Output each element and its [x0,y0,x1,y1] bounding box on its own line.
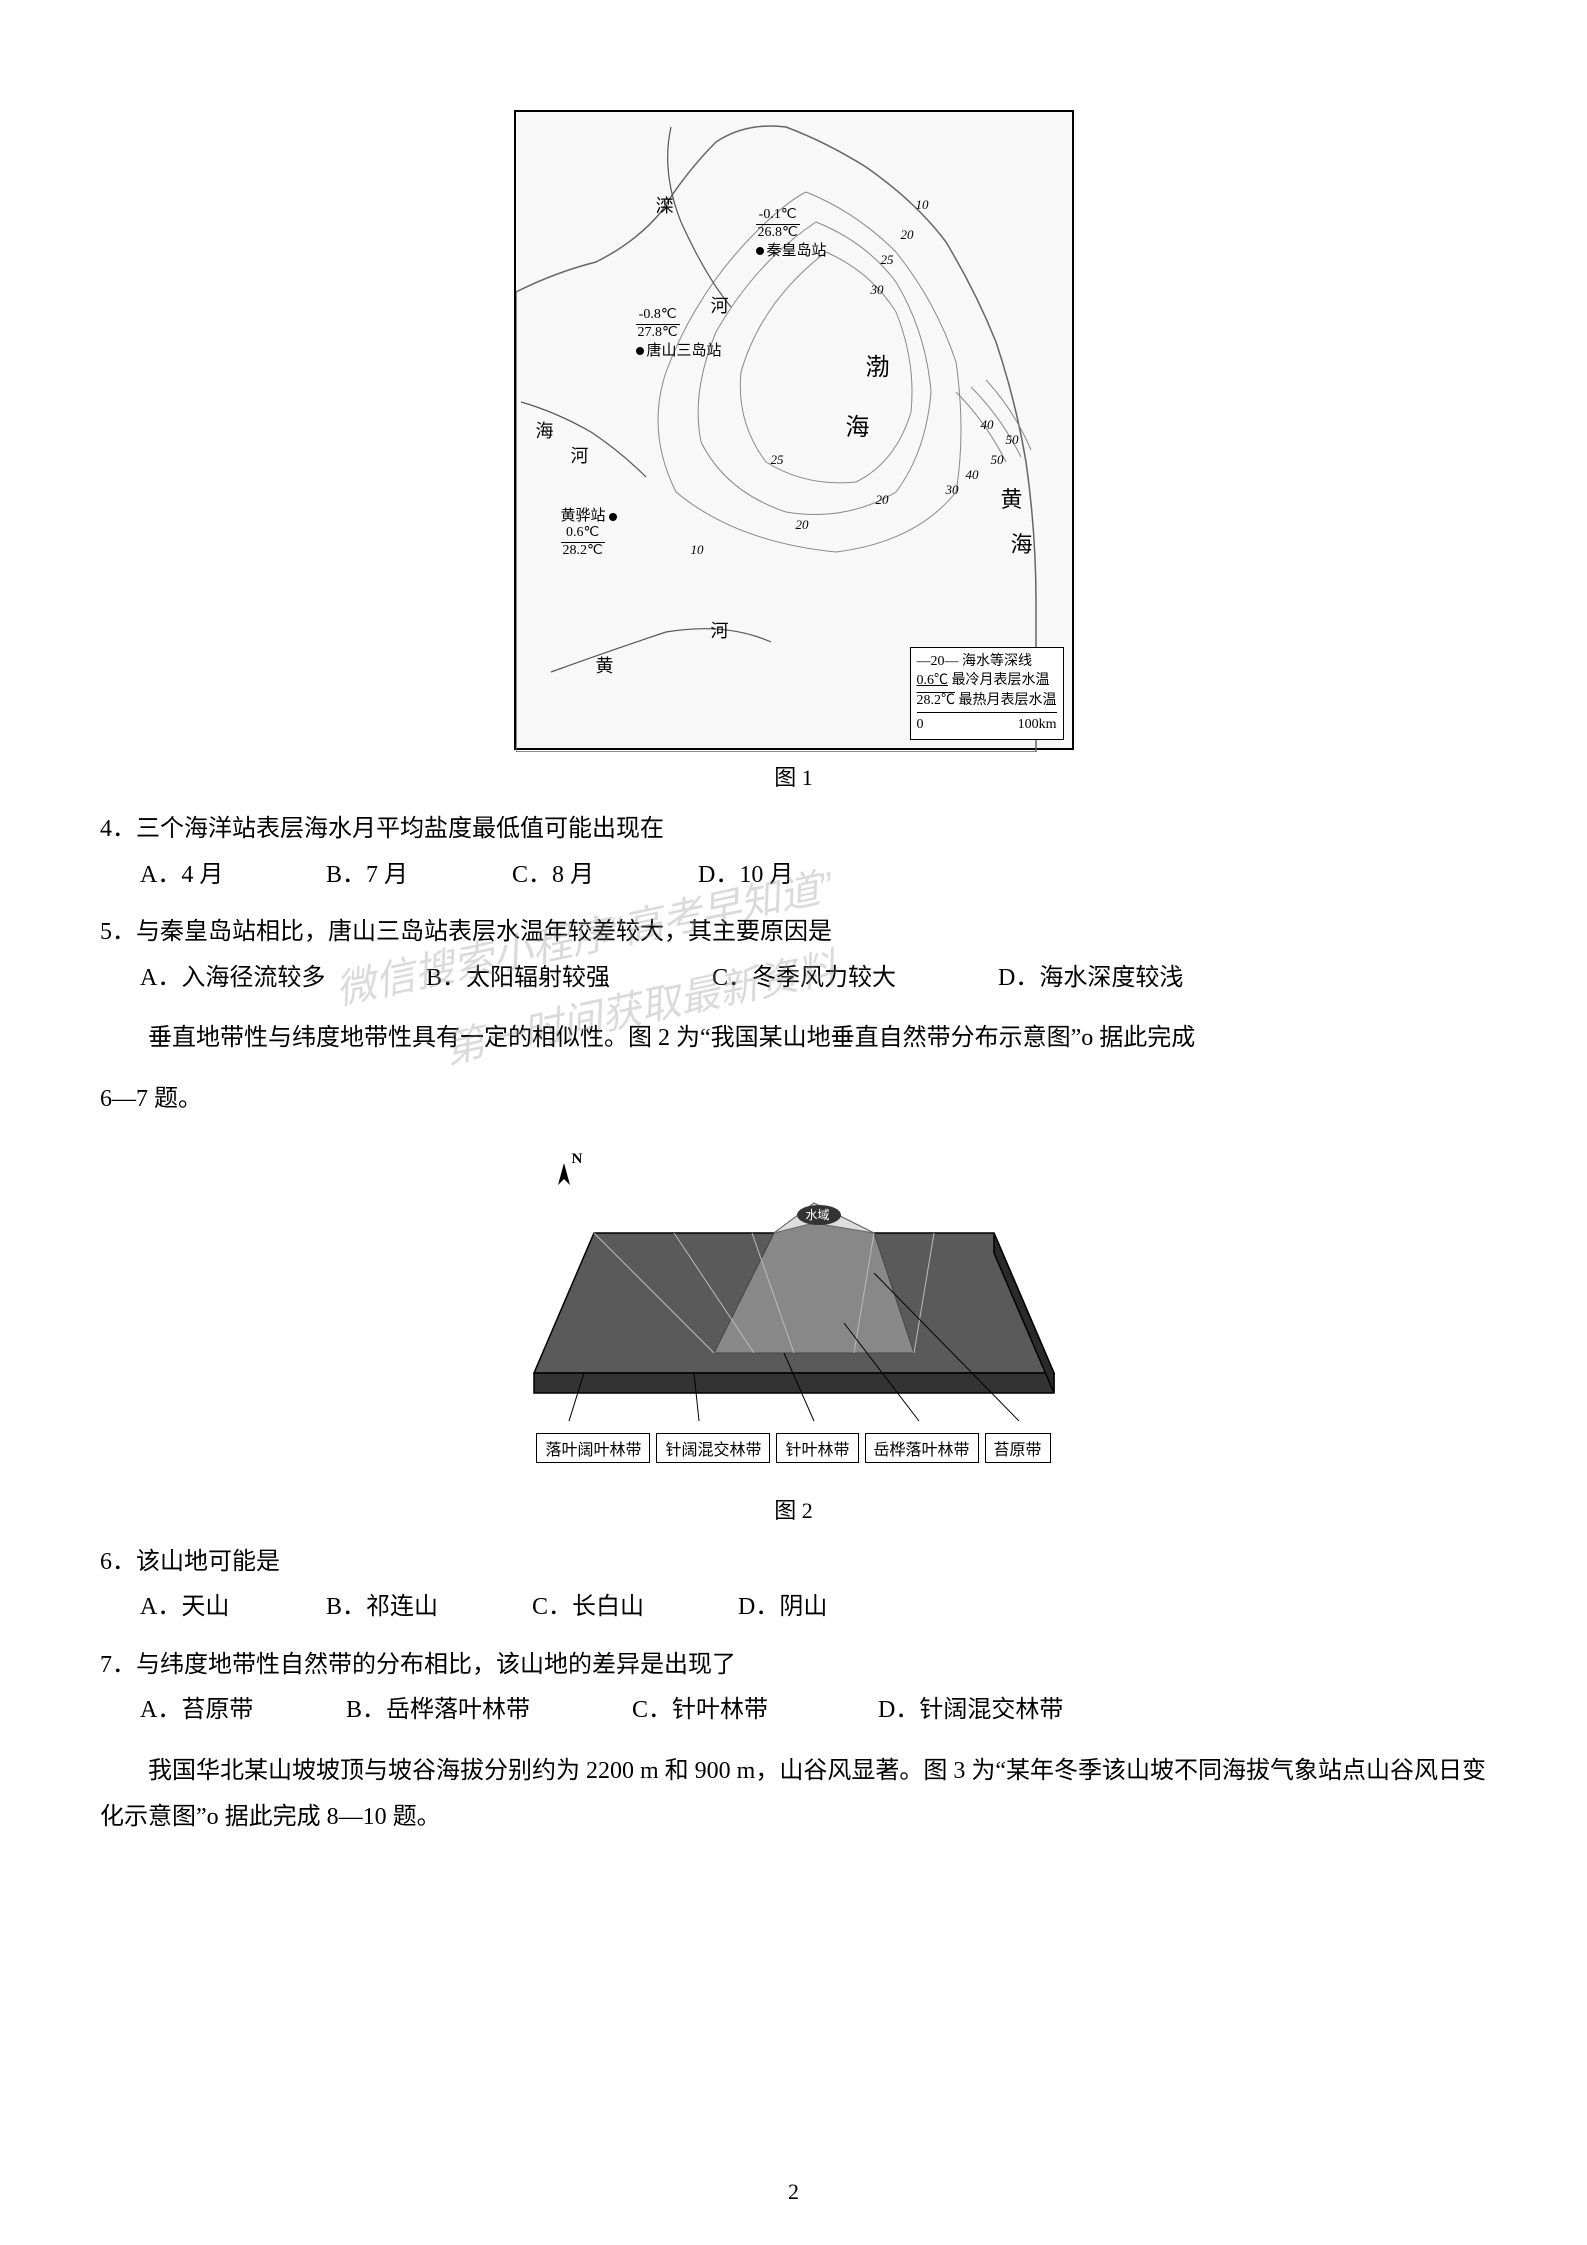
depth-label: 50 [1006,432,1019,448]
option-d: D．针阔混交林带 [878,1688,1138,1734]
option-a: A．苔原带 [140,1688,340,1734]
passage-3: 我国华北某山坡坡顶与坡谷海拔分别约为 2200 m 和 900 m，山谷风显著。… [100,1749,1487,1840]
sea-label: 海 [1011,527,1033,559]
sea-label: 黄 [1001,482,1023,514]
legend-depth-sample: —20— [917,654,959,669]
option-c: C．长白山 [532,1585,732,1631]
sea-label: 海 [846,407,870,442]
option-c: C．针叶林带 [632,1688,872,1734]
depth-label: 20 [796,517,809,533]
passage-2-wrapper: 垂直地带性与纬度地带性具有一定的相似性。图 2 为“我国某山地垂直自然带分布示意… [100,1016,1487,1122]
station-name: 秦皇岛站 [767,243,827,259]
option-c: C．冬季风力较大 [712,956,992,1002]
river-label: 滦 [656,192,674,218]
station-cold: -0.1℃ [756,207,800,225]
depth-label: 10 [691,542,704,558]
station-tangshan: -0.8℃ 27.8℃ 唐山三岛站 [636,307,722,360]
passage-2-tail: 6—7 题。 [100,1077,1487,1123]
question-stem: 4．三个海洋站表层海水月平均盐度最低值可能出现在 [100,807,1487,853]
figure-2: N 水域 落叶阔叶林带 针阔混交林带 针叶林带 岳桦落叶林带 苔原带 [474,1133,1114,1463]
question-6: 6．该山地可能是 A．天山 B．祁连山 C．长白山 D．阴山 [100,1540,1487,1631]
zone-label: 针叶林带 [776,1433,858,1463]
station-cold: 0.6℃ [561,525,605,543]
question-5: 5．与秦皇岛站相比，唐山三岛站表层水温年较差较大，其主要原因是 A．入海径流较多… [100,910,1487,1001]
figure-1-caption: 图 1 [100,760,1487,792]
depth-label: 20 [901,227,914,243]
figure-2-container: N 水域 落叶阔叶林带 针阔混交林带 针叶林带 岳桦落叶林带 苔原带 [100,1133,1487,1463]
station-name: 唐山三岛站 [647,343,722,359]
river-label: 海 [536,417,554,443]
option-b: B．太阳辐射较强 [426,956,706,1002]
question-stem: 7．与纬度地带性自然带的分布相比，该山地的差异是出现了 [100,1643,1487,1689]
option-d: D．10 月 [698,853,878,899]
figure-1-container: -0.1℃ 26.8℃ 秦皇岛站 -0.8℃ 27.8℃ 唐山三岛站 黄骅站 0… [100,110,1487,750]
question-4: 4．三个海洋站表层海水月平均盐度最低值可能出现在 A．4 月 B．7 月 C．8… [100,807,1487,898]
zone-label: 岳桦落叶林带 [865,1433,979,1463]
depth-label: 10 [916,197,929,213]
legend-hot-sample: 28.2℃ [917,693,956,708]
figure-2-caption: 图 2 [100,1493,1487,1525]
north-label: N [572,1151,583,1168]
river-label: 黄 [596,652,614,678]
zone-labels: 落叶阔叶林带 针阔混交林带 针叶林带 岳桦落叶林带 苔原带 [474,1433,1114,1463]
zone-label: 落叶阔叶林带 [536,1433,650,1463]
depth-label: 30 [871,282,884,298]
legend-cold-sample: 0.6℃ [917,673,949,688]
sea-label: 渤 [866,347,890,382]
station-qinhuangdao: -0.1℃ 26.8℃ 秦皇岛站 [756,207,827,260]
station-hot: 27.8℃ [636,325,680,342]
option-b: B．7 月 [326,853,506,899]
zone-label: 针阔混交林带 [656,1433,770,1463]
passage-2: 垂直地带性与纬度地带性具有一定的相似性。图 2 为“我国某山地垂直自然带分布示意… [100,1016,1487,1062]
option-c: C．8 月 [512,853,692,899]
page-number: 2 [788,2179,799,2205]
option-a: A．天山 [140,1585,320,1631]
figure-1: -0.1℃ 26.8℃ 秦皇岛站 -0.8℃ 27.8℃ 唐山三岛站 黄骅站 0… [514,110,1074,750]
option-d: D．阴山 [738,1585,918,1631]
river-label: 河 [711,292,729,318]
station-name: 黄骅站 [561,508,606,524]
legend-depth-label: 海水等深线 [962,654,1032,669]
legend-hot-label: 最热月表层水温 [959,693,1057,708]
depth-label: 40 [981,417,994,433]
option-d: D．海水深度较浅 [998,956,1278,1002]
option-b: B．祁连山 [326,1585,526,1631]
question-stem: 5．与秦皇岛站相比，唐山三岛站表层水温年较差较大，其主要原因是 [100,910,1487,956]
mountain-svg [474,1133,1114,1423]
river-label: 河 [711,617,729,643]
question-7: 7．与纬度地带性自然带的分布相比，该山地的差异是出现了 A．苔原带 B．岳桦落叶… [100,1643,1487,1734]
option-b: B．岳桦落叶林带 [346,1688,626,1734]
legend-cold-label: 最冷月表层水温 [952,673,1050,688]
river-label: 河 [571,442,589,468]
legend-scale-zero: 0 [917,715,924,735]
station-hot: 26.8℃ [756,225,800,242]
depth-label: 40 [966,467,979,483]
depth-label: 25 [771,452,784,468]
depth-label: 25 [881,252,894,268]
legend-scale-value: 100km [1018,715,1057,735]
peak-label: 水域 [806,1206,830,1223]
zone-label: 苔原带 [985,1433,1051,1463]
map-legend: —20— 海水等深线 0.6℃ 最冷月表层水温 28.2℃ 最热月表层水温 0 … [910,647,1064,740]
question-stem: 6．该山地可能是 [100,1540,1487,1586]
option-a: A．4 月 [140,853,320,899]
station-huanghua: 黄骅站 0.6℃ 28.2℃ [561,507,620,560]
depth-label: 50 [991,452,1004,468]
option-a: A．入海径流较多 [140,956,420,1002]
station-hot: 28.2℃ [561,543,605,560]
station-cold: -0.8℃ [636,307,680,325]
depth-label: 30 [946,482,959,498]
depth-label: 20 [876,492,889,508]
